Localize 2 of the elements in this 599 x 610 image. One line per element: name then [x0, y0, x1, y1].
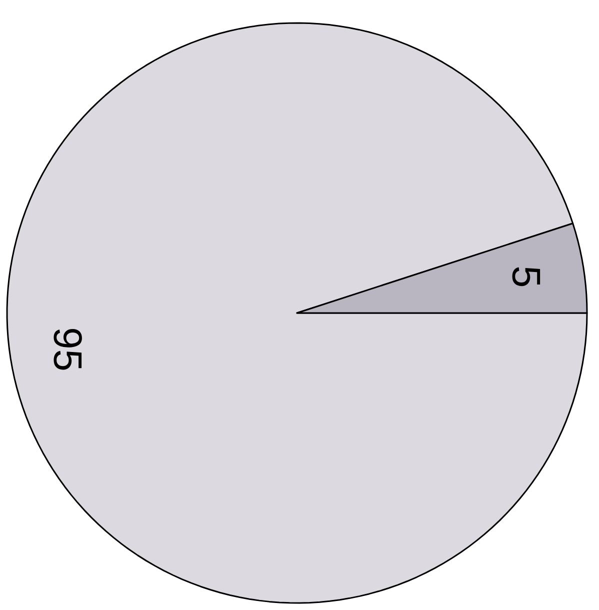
data-label: 95	[54, 328, 82, 370]
data-label: 5	[512, 267, 540, 286]
